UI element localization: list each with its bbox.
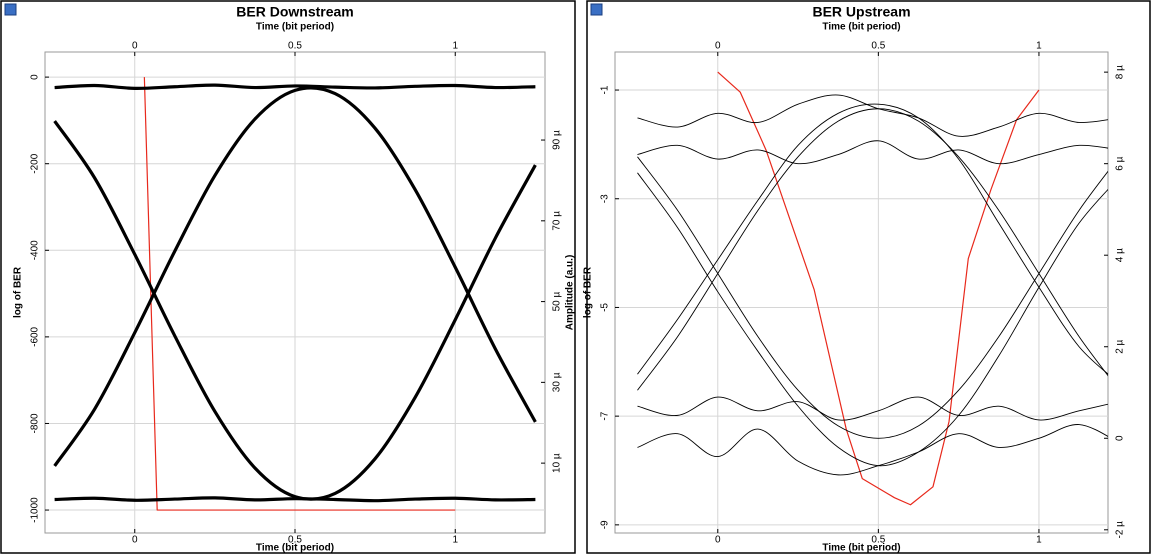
y2-tick-label: 0	[1115, 435, 1126, 441]
y2-tick-label: 70 µ	[552, 211, 563, 231]
ber-curve	[143, 77, 456, 511]
eye-trace	[637, 140, 1108, 165]
x-tick-label-top: 0	[715, 41, 721, 52]
x-tick-label-top: 0.5	[288, 41, 302, 52]
y-tick-label: -3	[600, 194, 611, 203]
x-tick-label-top: 0	[132, 41, 138, 52]
y-tick-label: -800	[30, 413, 41, 433]
panel-icon	[590, 3, 603, 16]
x-tick-label-top: 0.5	[871, 41, 885, 52]
y2-tick-label: 90 µ	[552, 130, 563, 150]
chart-title: BER Downstream	[236, 4, 353, 20]
y-tick-label: -1000	[30, 497, 41, 523]
panel-icon	[4, 3, 17, 16]
y2-axis-label: Amplitude (a.u.)	[565, 255, 576, 331]
y2-tick-label: 6 µ	[1115, 156, 1126, 170]
y2-tick-label: -2 µ	[1115, 521, 1126, 539]
eye-trace	[637, 396, 1108, 421]
eye-trace	[53, 86, 537, 467]
x-tick-label-bottom: 1	[452, 535, 458, 546]
y-axis-label: log of BER	[583, 266, 594, 318]
x-tick-label-bottom: 0	[715, 535, 721, 546]
y2-tick-label: 10 µ	[552, 453, 563, 473]
x-tick-label-bottom: 0.5	[288, 535, 302, 546]
y-tick-label: -400	[30, 240, 41, 260]
y-tick-label: 0	[30, 74, 41, 80]
y-axis-label: log of BER	[13, 266, 24, 318]
x-tick-label-bottom: 0.5	[871, 535, 885, 546]
ber-curve	[717, 71, 1040, 506]
eye-trace	[54, 83, 536, 90]
plot-lines	[53, 77, 537, 511]
y-tick-label: -600	[30, 326, 41, 346]
eye-trace	[637, 156, 1108, 439]
y-tick-label: -200	[30, 153, 41, 173]
y-tick-label: -5	[600, 303, 611, 312]
chart-title: BER Upstream	[812, 4, 910, 20]
eye-trace	[637, 172, 1108, 467]
x-tick-label-bottom: 0	[132, 535, 138, 546]
x-axis-label-bottom: Time (bit period)	[256, 543, 334, 554]
x-tick-label-top: 1	[452, 41, 458, 52]
y-tick-label: -7	[600, 411, 611, 420]
x-tick-label-top: 1	[1036, 41, 1042, 52]
y2-tick-label: 4 µ	[1115, 248, 1126, 262]
y2-tick-label: 8 µ	[1115, 65, 1126, 79]
plot-lines	[637, 71, 1108, 506]
plot-area	[614, 51, 1109, 534]
y2-tick-label: 50 µ	[552, 292, 563, 312]
y2-tick-label: 2 µ	[1115, 339, 1126, 353]
y2-tick-label: 30 µ	[552, 372, 563, 392]
x-axis-label-top: Time (bit period)	[256, 22, 334, 33]
y-tick-label: -1	[600, 85, 611, 94]
y-tick-label: -9	[600, 520, 611, 529]
x-tick-label-bottom: 1	[1036, 535, 1042, 546]
eye-trace	[54, 496, 536, 503]
eye-trace	[53, 120, 537, 501]
x-axis-label-top: Time (bit period)	[822, 22, 900, 33]
x-axis-label-bottom: Time (bit period)	[822, 543, 900, 554]
